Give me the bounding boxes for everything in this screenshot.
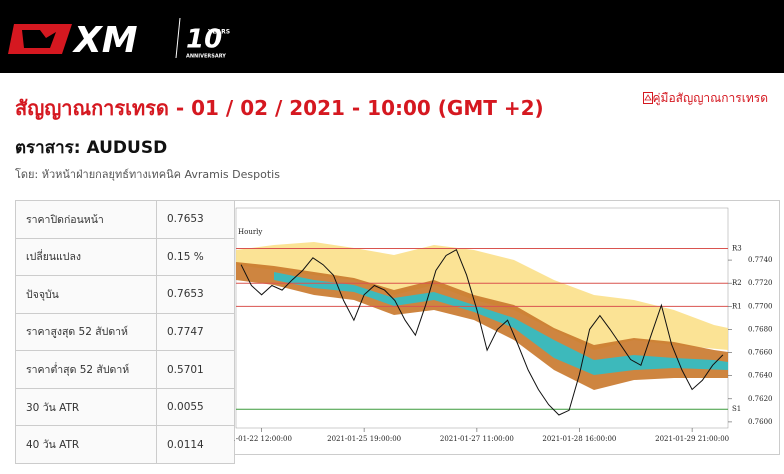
logo-anniversary: ANNIVERSARY: [186, 54, 226, 60]
y-tick-label: 0.7740: [748, 256, 773, 264]
stat-label: 40 วัน ATR: [15, 425, 157, 464]
stat-value: 0.0055: [156, 387, 235, 427]
y-tick-label: 0.7640: [748, 372, 773, 380]
level-label: S1: [732, 405, 741, 413]
page-title: สัญญาณการเทรด - 01 / 02 / 2021 - 10:00 (…: [15, 96, 544, 120]
logo-number: 10: [186, 25, 222, 55]
stat-value: 0.15 %: [156, 237, 235, 277]
level-label: R1: [732, 302, 742, 310]
y-tick-label: 0.7600: [748, 418, 773, 426]
y-tick-label: 0.7720: [748, 279, 773, 287]
y-tick-label: 0.7660: [748, 349, 773, 357]
instrument: ตราสาร: AUDUSD: [15, 138, 168, 158]
chart-title: Hourly: [238, 228, 262, 236]
guide-text[interactable]: คู่มือสัญญาณการเทรด: [652, 91, 769, 105]
stat-label: ราคาปิดก่อนหน้า: [15, 200, 157, 239]
table-row: ราคาปิดก่อนหน้า 0.7653: [15, 200, 235, 239]
table-row: ราคาต่ำสุด 52 สัปดาห์ 0.5701: [15, 350, 235, 389]
x-tick-label: 2021-01-27 11:00:00: [440, 435, 514, 443]
logo[interactable]: XM 10 YEARS ANNIVERSARY: [0, 0, 260, 73]
stat-value: 0.0114: [156, 425, 235, 464]
stat-label: เปลี่ยนแปลง: [15, 237, 157, 277]
stat-value: 0.7653: [156, 275, 235, 314]
logo-years: YEARS: [207, 29, 230, 36]
x-tick-label: 2021-01-29 21:00:00: [655, 435, 729, 443]
x-tick-label: 2021-01-28 16:00:00: [542, 435, 616, 443]
stat-label: 30 วัน ATR: [15, 387, 157, 427]
y-tick-label: 0.7680: [748, 325, 773, 333]
band-decoration: [274, 272, 728, 375]
price-line: [240, 248, 724, 416]
author: โดย: หัวหน้าฝ่ายกลยุทธ์ทางเทคนิค Avramis…: [15, 168, 280, 181]
stats-table: ราคาปิดก่อนหน้า 0.7653 เปลี่ยนแปลง 0.15 % ปั…: [15, 200, 235, 464]
table-row: ปัจจุบัน 0.7653: [15, 275, 235, 314]
stat-value: 0.5701: [156, 350, 235, 389]
pdf-icon: [642, 92, 653, 104]
guide-link[interactable]: คู่มือสัญญาณการเทรด: [642, 89, 769, 108]
stat-label: ราคาสูงสุด 52 สัปดาห์: [15, 312, 157, 352]
y-tick-label: 0.7700: [748, 302, 773, 310]
level-label: R3: [732, 245, 742, 253]
x-tick-label: 2021-01-25 19:00:00: [327, 435, 401, 443]
level-label: R2: [732, 279, 742, 287]
logo-brand: XM: [72, 20, 138, 61]
price-chart: Hourly 0.7740 0.7720 0.7700 0.7680 0.7660 0.76…: [234, 200, 780, 455]
stat-value: 0.7653: [156, 200, 235, 239]
table-row: เปลี่ยนแปลง 0.15 %: [15, 237, 235, 277]
table-row: ราคาสูงสุด 52 สัปดาห์ 0.7747: [15, 312, 235, 352]
stat-value: 0.7747: [156, 312, 235, 352]
table-row: 40 วัน ATR 0.0114: [15, 425, 235, 464]
band-decoration: [236, 262, 728, 390]
chart-layer: Hourly 0.7740 0.7720 0.7700 0.7680 0.7660 0.76…: [234, 228, 773, 443]
x-tick-label: 1-01-22 12:00:00: [234, 435, 292, 443]
header: XM 10 YEARS ANNIVERSARY: [0, 0, 784, 73]
table-row: 30 วัน ATR 0.0055: [15, 387, 235, 427]
stat-label: ราคาต่ำสุด 52 สัปดาห์: [15, 350, 157, 389]
y-tick-label: 0.7620: [748, 395, 773, 403]
stat-label: ปัจจุบัน: [15, 275, 157, 314]
